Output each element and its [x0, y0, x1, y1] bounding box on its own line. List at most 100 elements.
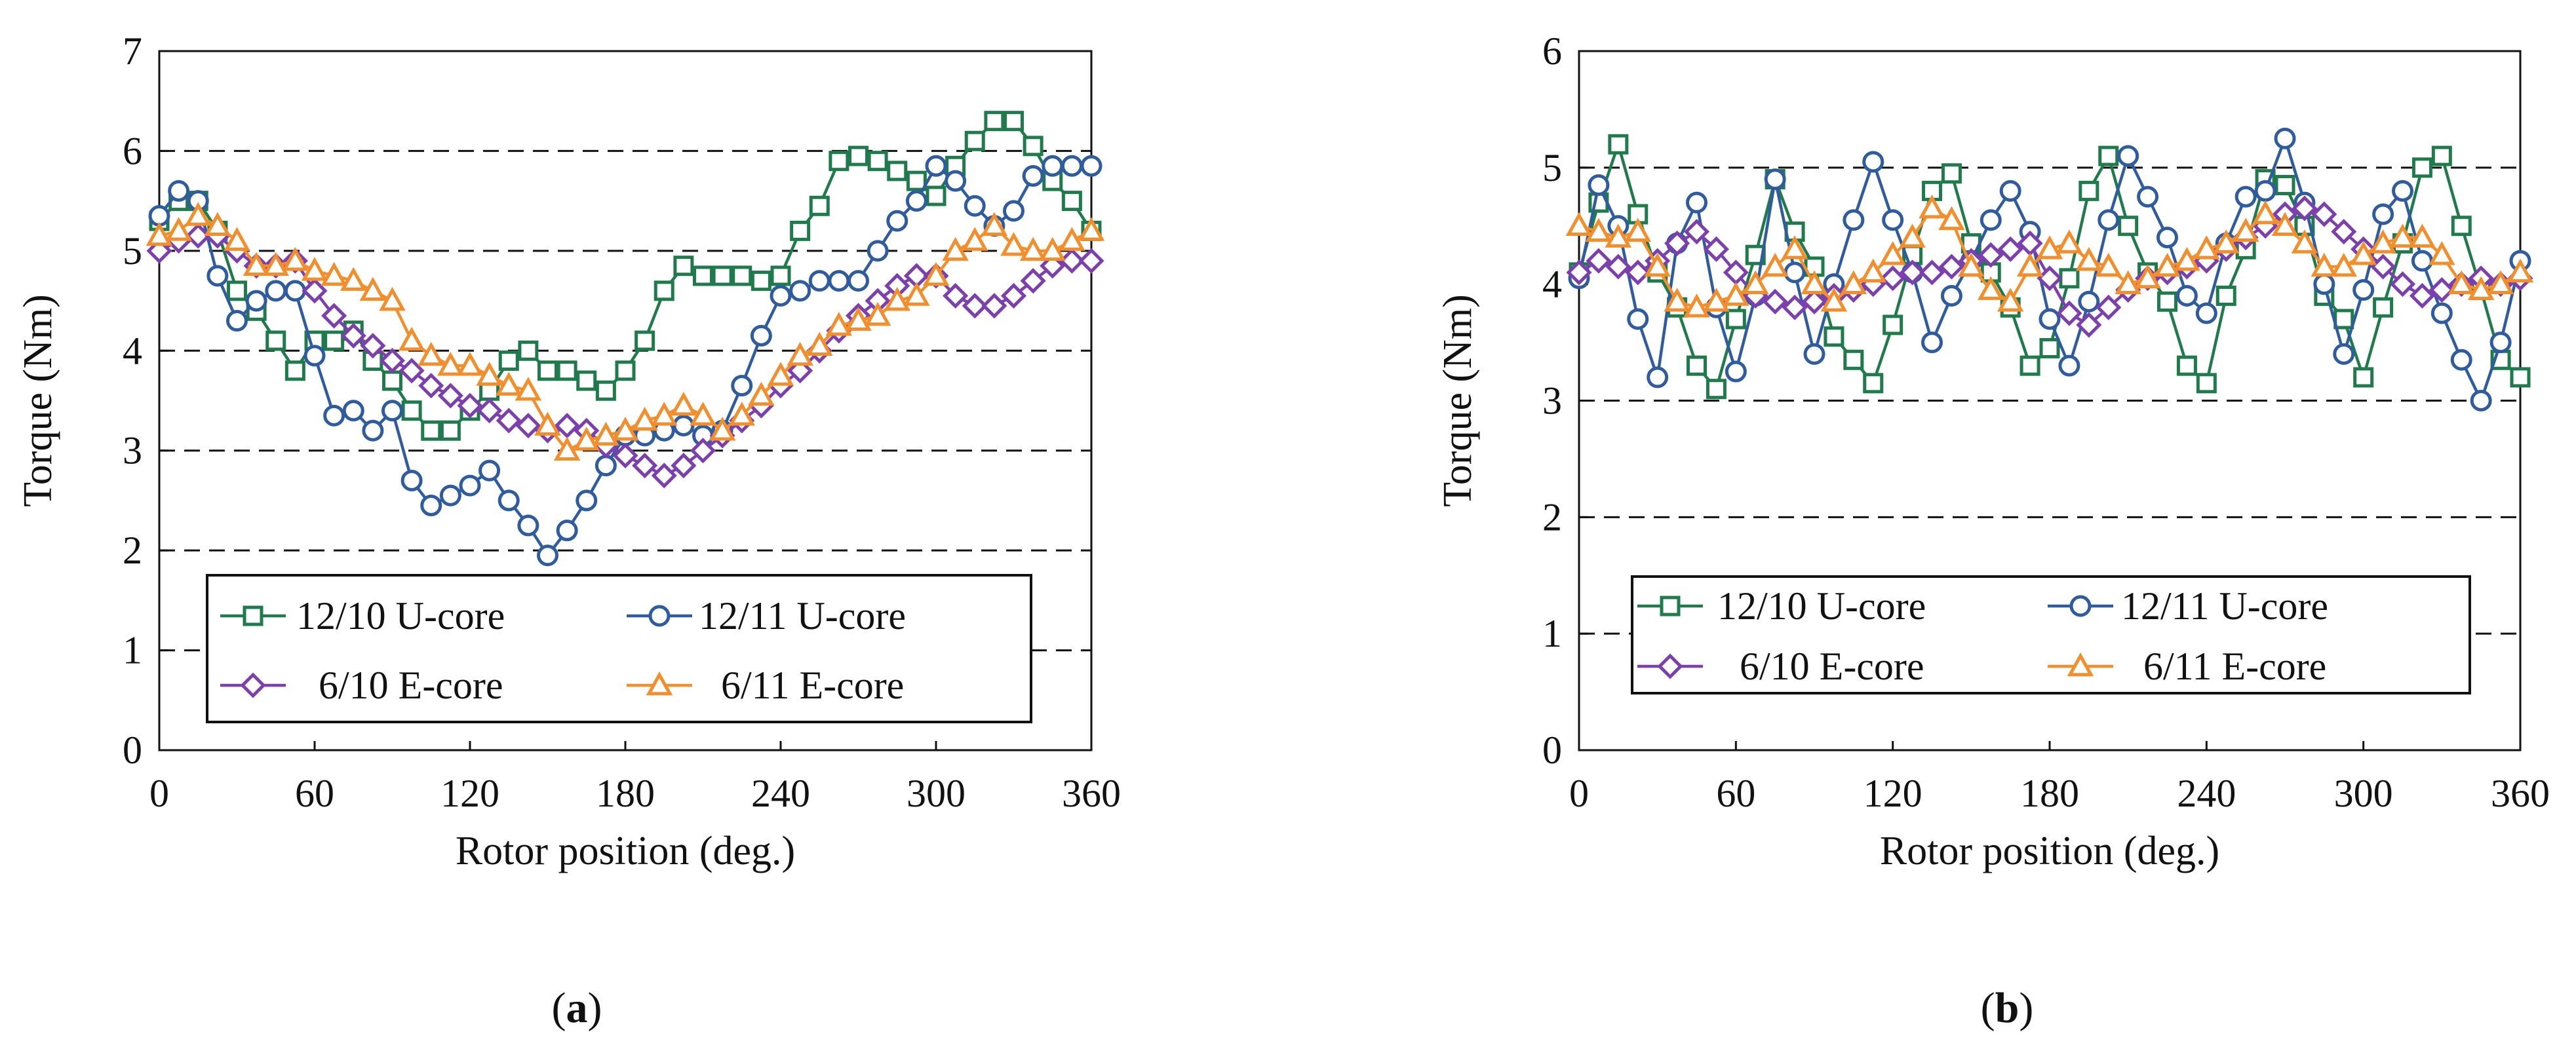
data-point — [1860, 258, 1886, 283]
x-tick-label: 360 — [2491, 772, 2550, 815]
x-tick-label: 300 — [907, 772, 966, 815]
data-point — [1840, 270, 1867, 294]
y-tick-label: 0 — [123, 729, 142, 772]
data-point — [576, 370, 597, 391]
data-point — [1801, 288, 1827, 314]
data-point — [848, 270, 869, 292]
data-point — [1706, 379, 1727, 400]
data-point — [789, 280, 811, 302]
data-point — [2271, 212, 2299, 237]
data-point — [1978, 276, 2004, 300]
y-axis-title: Torque (Nm) — [16, 294, 60, 507]
panel-label-part: a — [566, 984, 588, 1032]
legend-label: 6/10 E-core — [319, 664, 503, 707]
data-point — [1080, 155, 1103, 177]
data-point — [1862, 151, 1884, 173]
data-point — [2389, 223, 2416, 248]
data-point — [2078, 180, 2099, 201]
data-point — [1000, 282, 1027, 309]
data-point — [926, 185, 946, 206]
data-point — [2095, 252, 2122, 277]
data-point — [712, 265, 733, 286]
data-point — [398, 326, 425, 351]
legend-item: 12/11 U-core — [627, 594, 906, 637]
data-point — [2016, 252, 2044, 277]
data-point — [515, 377, 542, 401]
series-12-10-u-core — [149, 111, 1102, 441]
data-point — [2510, 367, 2531, 388]
data-point — [2036, 235, 2063, 259]
legend-item: 6/11 E-core — [2048, 645, 2326, 688]
data-point — [340, 322, 366, 349]
data-point — [2409, 282, 2435, 309]
y-tick-label: 2 — [123, 529, 142, 572]
data-point — [770, 265, 791, 286]
data-point — [981, 293, 1007, 319]
legend-label: 6/10 E-core — [1740, 645, 1924, 688]
legend-label: 12/11 U-core — [699, 594, 906, 637]
data-point — [748, 381, 775, 406]
data-point — [2117, 145, 2139, 167]
data-point — [615, 360, 636, 381]
y-tick-label: 5 — [123, 229, 142, 273]
x-tick-label: 180 — [2020, 772, 2079, 815]
data-point — [498, 351, 519, 371]
data-point — [806, 332, 833, 356]
y-tick-label: 4 — [1542, 263, 1562, 306]
data-point — [1820, 288, 1848, 312]
data-point — [553, 436, 581, 461]
data-point — [2234, 185, 2257, 208]
data-point — [576, 489, 598, 512]
data-point — [2037, 265, 2063, 292]
data-point — [517, 514, 539, 537]
data-point — [1919, 259, 1945, 286]
legend-marker — [243, 605, 263, 626]
data-point — [2059, 268, 2080, 289]
data-point — [1686, 191, 1708, 214]
data-point — [808, 270, 830, 292]
data-point — [945, 170, 967, 192]
data-point — [1938, 206, 1965, 231]
legend-marker — [2069, 595, 2092, 617]
x-axis-title: Rotor position (deg.) — [1880, 829, 2219, 873]
data-point — [984, 111, 1005, 132]
data-point — [439, 484, 461, 506]
data-point — [2232, 218, 2259, 242]
data-point — [732, 265, 752, 286]
data-point — [790, 220, 811, 241]
legend-item: 6/10 E-core — [1637, 645, 1924, 688]
legend: 12/10 U-core 12/11 U-core 6/10 E-core 6/11 … — [1631, 575, 2471, 694]
data-point — [1761, 252, 1789, 277]
data-point — [1978, 242, 2004, 268]
data-point — [1703, 288, 1730, 312]
data-point — [767, 362, 794, 386]
data-point — [670, 391, 697, 416]
data-point — [809, 195, 830, 216]
data-point — [673, 256, 694, 276]
data-point — [2115, 270, 2141, 294]
data-point — [631, 406, 658, 431]
panel-label: (b) — [1981, 984, 2034, 1032]
data-point — [1725, 360, 1747, 383]
data-point — [2507, 258, 2534, 283]
data-point — [477, 398, 503, 424]
y-tick-label: 0 — [1542, 729, 1562, 772]
data-point — [2370, 254, 2396, 280]
data-point — [323, 404, 345, 427]
data-point — [690, 438, 716, 464]
data-point — [1687, 355, 1707, 376]
data-point — [693, 265, 713, 286]
data-point — [1938, 254, 1964, 280]
data-point — [379, 286, 406, 311]
data-point — [1880, 265, 1906, 292]
data-point — [1588, 174, 1610, 197]
data-point — [2389, 271, 2416, 297]
data-point — [496, 371, 522, 396]
data-point — [2451, 216, 2472, 237]
data-point — [612, 417, 639, 441]
data-point — [1980, 209, 2002, 231]
data-point — [1605, 254, 1631, 280]
series-12-11-u-core — [148, 155, 1103, 567]
